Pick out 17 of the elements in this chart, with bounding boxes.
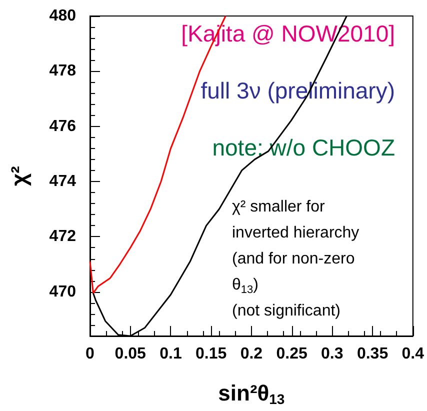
- x-tick-label: 0.2: [240, 346, 263, 362]
- x-tick-label: 0.05: [114, 346, 146, 362]
- y-tick-label: 476: [49, 118, 76, 135]
- x-tick-label: 0.1: [160, 346, 182, 362]
- x-tick-label: 0.4: [402, 346, 424, 362]
- y-axis-title: χ²: [6, 166, 32, 186]
- x-tick-label: 0: [86, 346, 95, 362]
- annotation: note: w/o CHOOZ: [212, 134, 396, 160]
- y-tick-label: 480: [49, 8, 76, 24]
- y-tick-label: 478: [49, 62, 76, 80]
- x-tick-label: 0.15: [196, 346, 227, 362]
- x-tick-label: 0.3: [321, 346, 344, 362]
- x-tick-label: 0.35: [356, 346, 388, 362]
- y-tick-label: 474: [49, 173, 76, 190]
- y-tick-label: 470: [49, 283, 76, 300]
- x-tick-label: 0.25: [276, 346, 308, 362]
- y-tick-label: 472: [49, 228, 76, 246]
